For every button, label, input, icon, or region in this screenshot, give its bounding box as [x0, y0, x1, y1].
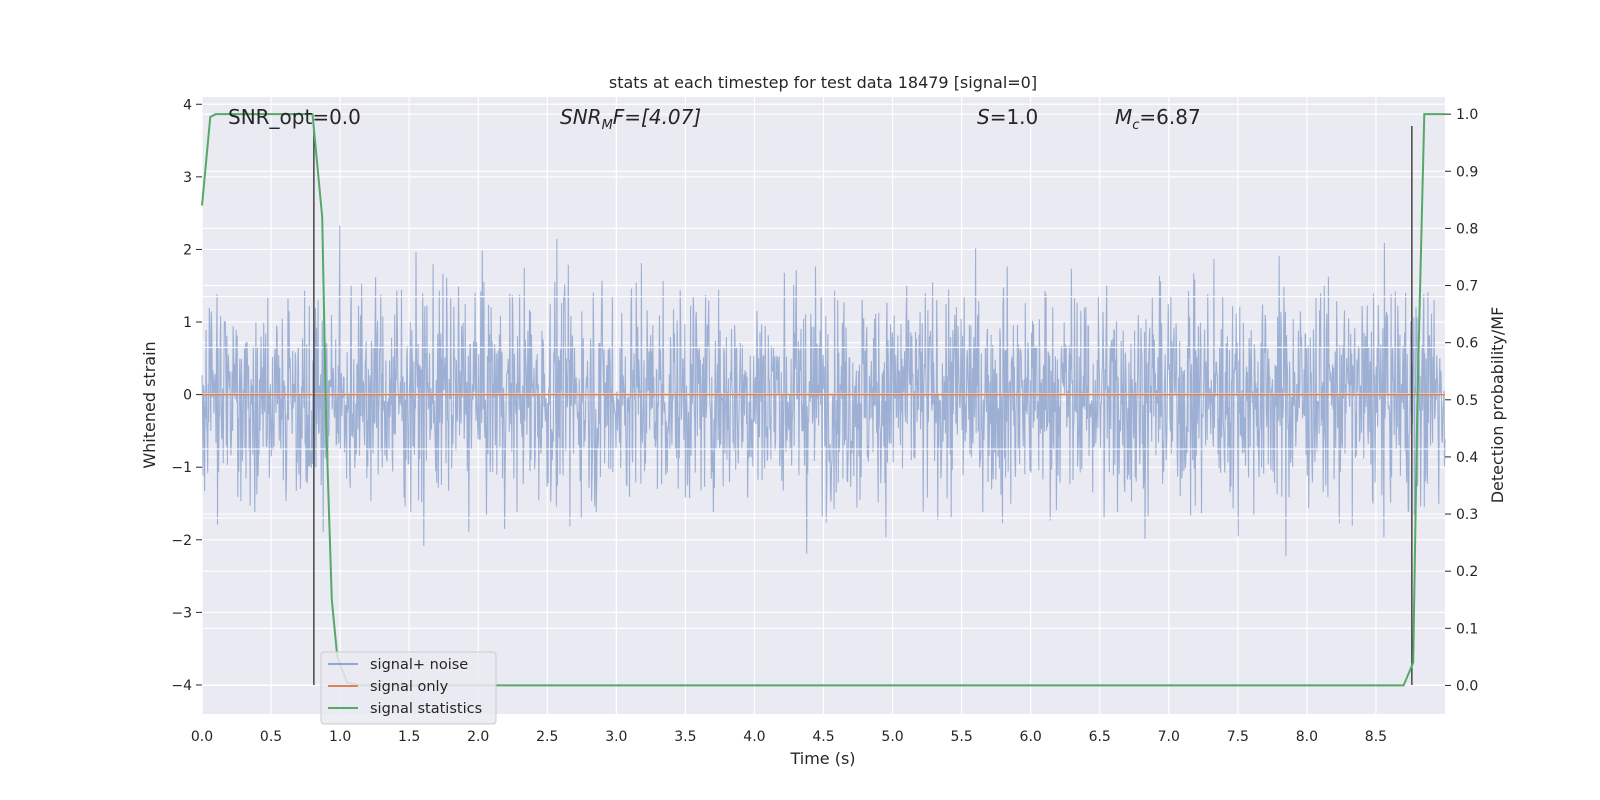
x-ticks: 0.0 0.5 1.0 1.5 2.0 2.5 3.0 3.5 4.0 4.5 5.0 5.5 6.0 6…: [191, 729, 1387, 745]
x-tick-label: 8.5: [1365, 729, 1387, 745]
y-tick-label: 4: [183, 97, 192, 113]
snr-mf-prefix: SNR: [560, 105, 602, 129]
y-ticks: 4 3 2 1 0 −1 −2 −3 −4: [171, 97, 202, 694]
y2-tick-label: 0.9: [1456, 164, 1478, 180]
x-tick-label: 1.5: [398, 729, 420, 745]
snr-mf-rest: F=[4.07]: [613, 105, 701, 129]
y-tick-label: 2: [183, 242, 192, 258]
y2-tick-label: 0.6: [1456, 336, 1478, 352]
y2-ticks: 1.0 0.9 0.8 0.7 0.6 0.5 0.4 0.3 0.2 0.1 0.0: [1445, 107, 1478, 694]
x-axis-label: Time (s): [789, 749, 855, 768]
x-tick-label: 1.0: [329, 729, 351, 745]
y2-axis-label: Detection probability/MF: [1488, 307, 1507, 504]
y-tick-label: −1: [171, 460, 192, 476]
y2-tick-label: 0.1: [1456, 621, 1478, 637]
mc-italic: M: [1115, 105, 1132, 129]
x-tick-label: 0.0: [191, 729, 213, 745]
legend-box: [320, 651, 497, 725]
snr-mf-sub: M: [602, 118, 613, 133]
y2-tick-label: 1.0: [1456, 107, 1478, 123]
y2-tick-label: 0.8: [1456, 221, 1478, 237]
annotation-mc: Mc=6.87: [1115, 105, 1201, 133]
x-tick-label: 6.0: [1020, 729, 1042, 745]
y2-tick-label: 0.7: [1456, 279, 1478, 295]
noise-series: [201, 225, 1446, 557]
y2-tick-label: 0.2: [1456, 564, 1478, 580]
legend-label-signal: signal only: [370, 679, 449, 695]
x-tick-label: 3.0: [605, 729, 627, 745]
x-tick-label: 7.5: [1227, 729, 1249, 745]
mc-rest: =6.87: [1139, 105, 1200, 129]
s-italic: S: [977, 105, 990, 129]
y2-tick-label: 0.3: [1456, 507, 1478, 523]
y2-tick-label: 0.0: [1456, 678, 1478, 694]
x-tick-label: 3.5: [674, 729, 696, 745]
legend-label-stats: signal statistics: [370, 701, 482, 717]
legend: signal+ noise signal only signal statist…: [320, 651, 497, 725]
x-tick-label: 5.5: [950, 729, 972, 745]
mc-sub: c: [1132, 118, 1139, 133]
y-tick-label: 0: [183, 388, 192, 404]
y2-tick-label: 0.4: [1456, 450, 1478, 466]
y-axis-label: Whitened strain: [140, 341, 159, 468]
x-tick-label: 2.0: [467, 729, 489, 745]
legend-label-noise: signal+ noise: [370, 657, 468, 673]
annotation-snr-mf: SNRMF=[4.07]: [560, 105, 701, 133]
y-tick-label: 1: [183, 315, 192, 331]
s-rest: =1.0: [990, 105, 1039, 129]
x-tick-label: 5.0: [881, 729, 903, 745]
x-tick-label: 6.5: [1089, 729, 1111, 745]
y-tick-label: −4: [171, 678, 192, 694]
noise-trace: [201, 225, 1446, 557]
x-tick-label: 4.5: [812, 729, 834, 745]
chart-title: stats at each timestep for test data 184…: [609, 73, 1037, 92]
annotation-snr-opt: SNR_opt=0.0: [228, 105, 361, 129]
y-tick-label: 3: [183, 170, 192, 186]
x-tick-label: 7.0: [1158, 729, 1180, 745]
y2-tick-label: 0.5: [1456, 393, 1478, 409]
x-tick-label: 4.0: [743, 729, 765, 745]
y-tick-label: −2: [171, 533, 192, 549]
annotation-s: S=1.0: [977, 105, 1038, 129]
x-tick-label: 8.0: [1296, 729, 1318, 745]
x-tick-label: 0.5: [260, 729, 282, 745]
y-tick-label: −3: [171, 605, 192, 621]
x-tick-label: 2.5: [536, 729, 558, 745]
